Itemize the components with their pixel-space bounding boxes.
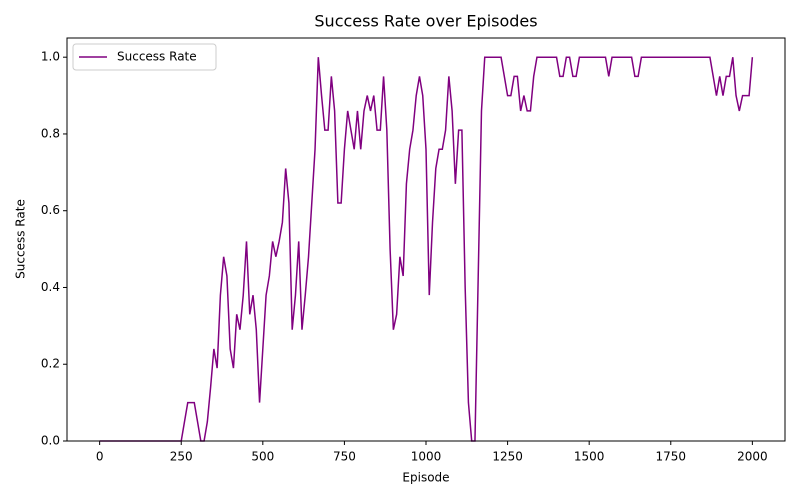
x-tick-label: 1000 [411, 450, 442, 464]
x-tick-label: 1750 [655, 450, 686, 464]
x-tick-label: 1250 [492, 450, 523, 464]
x-axis-label: Episode [402, 471, 449, 485]
y-tick-label: 0.2 [41, 357, 60, 371]
x-tick-label: 0 [96, 450, 104, 464]
x-tick-label: 2000 [737, 450, 768, 464]
x-tick-label: 250 [170, 450, 193, 464]
chart-title: Success Rate over Episodes [314, 12, 537, 31]
y-tick-label: 0.8 [41, 126, 60, 140]
x-tick-label: 500 [251, 450, 274, 464]
legend-label: Success Rate [117, 50, 197, 64]
y-tick-label: 0.4 [41, 280, 60, 294]
data-line [99, 56, 754, 442]
x-tick-label: 1500 [574, 450, 605, 464]
x-tick-label: 750 [333, 450, 356, 464]
plot-frame [66, 37, 786, 442]
y-axis-label: Success Rate [14, 199, 28, 279]
y-tick-label: 0.6 [41, 203, 60, 217]
y-tick-label: 1.0 [41, 50, 60, 64]
legend-box [72, 43, 217, 71]
y-tick-label: 0.0 [41, 434, 60, 448]
